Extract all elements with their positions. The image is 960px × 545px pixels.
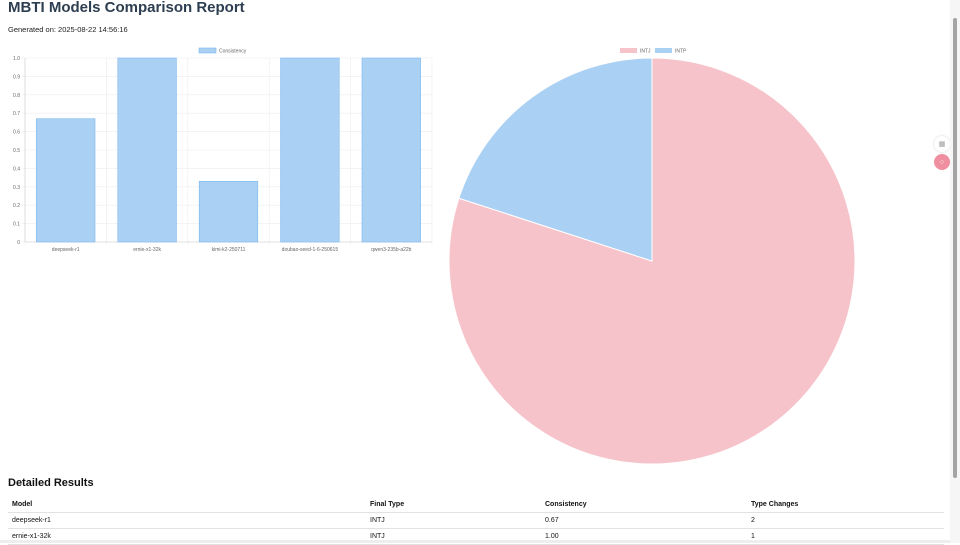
consistency-bar-chart: 0 0.1 0.2 0.3 0.4 0.5 0.6 0.7 0.8 0.9 1.0 deepseek-…: [13, 47, 433, 253]
pie-slice-INTP: [458, 57, 653, 262]
column-header-final-type: Final Type: [366, 497, 541, 513]
translate-icon[interactable]: ○: [934, 154, 950, 170]
y-tick-label: 0.8: [13, 93, 20, 99]
y-tick-label: 0.2: [13, 203, 20, 209]
vertical-scrollbar[interactable]: [950, 0, 960, 543]
y-tick-label: 0.5: [13, 148, 20, 154]
legend-label-consistency: Consistency: [219, 49, 247, 55]
x-tick-label: ernie-x1-32k: [133, 247, 161, 253]
x-tick-label: doubao-seed-1-6-250615: [282, 247, 339, 253]
bar-deepseek-r1: [36, 118, 96, 243]
table-row: deepseek-r1 INTJ 0.67 2: [8, 512, 944, 529]
y-tick-label: 1.0: [13, 56, 20, 62]
y-tick-label: 0.9: [13, 74, 20, 80]
cell-final-type: INTJ: [366, 512, 541, 529]
legend-swatch-INTJ: [620, 48, 637, 53]
column-header-type-changes: Type Changes: [747, 497, 944, 513]
horizontal-scrollbar[interactable]: [0, 540, 950, 543]
scrollbar-thumb[interactable]: [953, 18, 957, 478]
y-tick-label: 0.7: [13, 111, 20, 117]
y-tick-label: 0: [17, 240, 20, 246]
bar-qwen3-235b-a22b: [361, 57, 421, 243]
cell-consistency: 0.67: [541, 512, 747, 529]
bar-ernie-x1-32k: [117, 57, 177, 243]
y-tick-label: 0.4: [13, 166, 20, 172]
bar-kimi-k2-250711: [198, 180, 259, 243]
x-tick-label: qwen3-235b-a22b: [371, 247, 412, 253]
legend-swatch-consistency: [198, 47, 217, 54]
legend-label-INTJ: INTJ: [640, 49, 651, 55]
column-header-model: Model: [8, 497, 366, 513]
legend-label-INTP: INTP: [675, 49, 687, 55]
x-tick-label: deepseek-r1: [52, 247, 80, 253]
detailed-results-heading: Detailed Results: [8, 477, 94, 489]
type-distribution-pie-chart: INTJ INTP: [448, 48, 856, 465]
column-header-consistency: Consistency: [541, 497, 747, 513]
y-tick-label: 0.6: [13, 130, 20, 136]
legend-swatch-INTP: [655, 48, 672, 53]
x-tick-label: kimi-k2-250711: [212, 247, 246, 253]
generated-timestamp: Generated on: 2025-08-22 14:56:16: [8, 25, 128, 34]
results-table: Model Final Type Consistency Type Change…: [8, 497, 944, 545]
y-tick-label: 0.3: [13, 185, 20, 191]
table-header-row: Model Final Type Consistency Type Change…: [8, 497, 944, 513]
grid-icon[interactable]: ▦: [934, 136, 950, 152]
cell-type-changes: 2: [747, 512, 944, 529]
bar-doubao-seed-1-6-250615: [280, 57, 340, 243]
cell-model: deepseek-r1: [8, 512, 366, 529]
y-tick-label: 0.1: [13, 222, 20, 228]
page-title: MBTI Models Comparison Report: [8, 0, 245, 16]
